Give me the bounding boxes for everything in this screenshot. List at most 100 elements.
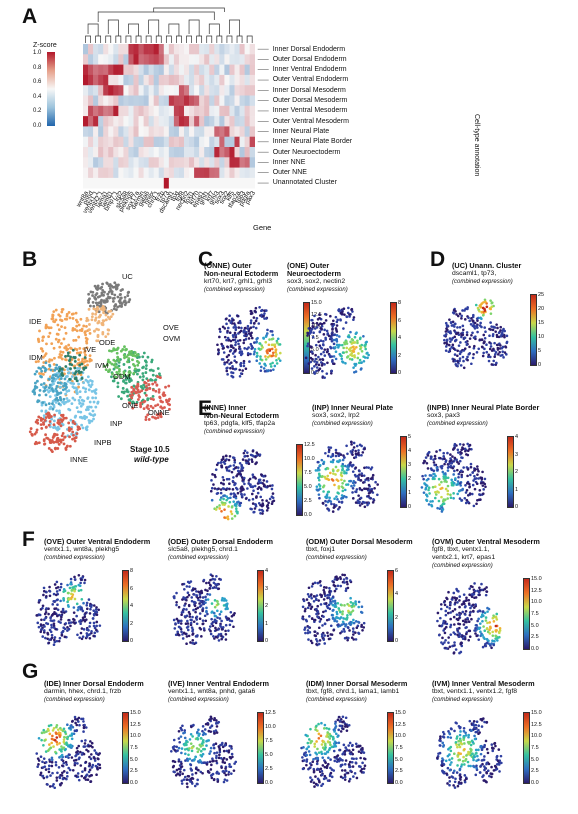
umap-point (463, 309, 466, 312)
umap-point (240, 326, 243, 330)
umap-point (59, 783, 62, 787)
umap-point (42, 618, 46, 622)
umap-point (49, 630, 53, 634)
umap-point (311, 318, 314, 322)
umap-point (353, 341, 357, 344)
umap-point (465, 333, 469, 337)
umap-point (446, 611, 450, 615)
umap-point (489, 307, 492, 311)
cluster-label: IVE (84, 345, 97, 354)
umap-point (103, 364, 106, 368)
umap-point (482, 341, 486, 345)
heatmap-cell (189, 136, 195, 148)
umap-point (78, 415, 82, 419)
umap-point (470, 333, 473, 337)
umap-point (248, 360, 251, 363)
colorbar-tick: 5 (408, 434, 412, 440)
heatmap-cell (98, 167, 104, 179)
umap-point (77, 778, 81, 782)
umap-point (52, 346, 56, 350)
umap-point (222, 351, 226, 354)
heatmap-cell (113, 54, 119, 65)
umap-point (51, 771, 54, 775)
heatmap-cell (173, 177, 180, 189)
umap-point (355, 444, 359, 448)
umap-point (56, 585, 60, 589)
umap-point (349, 600, 353, 604)
umap-point (329, 500, 333, 503)
heatmap-cell (204, 64, 210, 76)
heatmap-cell (249, 177, 255, 189)
umap-point (444, 487, 448, 491)
umap-point (319, 617, 323, 621)
heatmap-cell (103, 147, 109, 158)
umap-point (252, 352, 256, 356)
umap-point (42, 757, 46, 760)
heatmap-cell (148, 64, 154, 76)
umap-point (198, 617, 202, 621)
umap-point (36, 379, 39, 383)
umap-point (315, 366, 319, 369)
umap-point (454, 601, 457, 604)
umap-point (131, 393, 134, 397)
umap-point (455, 313, 458, 316)
heatmap-cell (128, 64, 134, 76)
umap-point (306, 606, 310, 610)
umap-point (90, 766, 94, 769)
umap-point (52, 426, 55, 429)
umap-point (473, 477, 477, 481)
umap-point (472, 347, 476, 350)
umap-point (87, 328, 91, 332)
umap-point (73, 398, 77, 402)
umap-point (77, 573, 81, 577)
umap-point (61, 764, 64, 767)
heatmap-cell (234, 54, 240, 65)
umap-point (329, 471, 332, 475)
heatmap-cell (108, 44, 114, 55)
heatmap-cell (148, 126, 154, 137)
heatmap-cell (184, 74, 190, 86)
umap-point (44, 761, 48, 764)
umap-point (131, 358, 134, 362)
umap-point (35, 385, 39, 389)
umap-point (333, 578, 337, 581)
umap-point (92, 609, 95, 612)
umap-point (344, 362, 347, 365)
umap-point (68, 444, 72, 448)
umap-point (145, 377, 149, 381)
umap-point (337, 346, 340, 349)
umap-point (478, 488, 482, 492)
heatmap-cell (123, 167, 129, 179)
umap-point (324, 319, 328, 322)
umap-point (339, 584, 343, 588)
heatmap-cell (184, 126, 190, 137)
heatmap-cell (194, 167, 200, 179)
heatmap-cell (128, 147, 134, 158)
umap-point (79, 578, 83, 582)
umap-point (54, 750, 57, 754)
umap-point (464, 449, 467, 453)
umap-point (231, 456, 235, 459)
umap-point (361, 628, 364, 632)
heatmap-cell (98, 136, 104, 148)
umap-point (331, 609, 335, 612)
colorbar-tick: 4 (395, 591, 399, 598)
umap-point (100, 323, 104, 326)
umap-point (104, 318, 108, 322)
umap-point (451, 343, 455, 347)
umap-point (492, 359, 495, 363)
umap-point (321, 624, 324, 627)
umap-point (231, 375, 235, 379)
umap-point (468, 485, 472, 488)
umap-point (443, 476, 447, 480)
umap-point (177, 633, 180, 637)
cluster-label: OVM (163, 334, 181, 343)
umap-point (351, 486, 355, 490)
umap-point (339, 473, 343, 476)
umap-point (448, 645, 452, 649)
umap-point (195, 747, 199, 750)
umap-point (253, 475, 256, 479)
umap-point (221, 457, 225, 461)
heatmap-cell (204, 44, 210, 55)
umap-point (443, 480, 446, 483)
